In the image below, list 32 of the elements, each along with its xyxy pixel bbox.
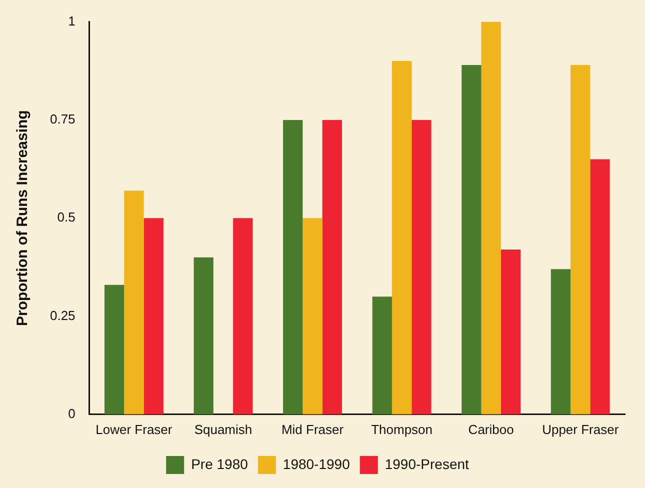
bar xyxy=(283,120,303,414)
bar xyxy=(500,250,521,414)
bar xyxy=(590,159,610,414)
bar xyxy=(302,218,322,414)
bar xyxy=(124,190,144,414)
bar xyxy=(144,218,164,414)
y-axis-title: Proportion of Runs Increasing xyxy=(14,110,32,326)
bar xyxy=(104,284,124,414)
x-tick-label: Cariboo xyxy=(468,422,514,437)
y-tick-label: 1 xyxy=(68,13,76,28)
bar xyxy=(550,269,571,414)
bar xyxy=(322,120,342,414)
bar xyxy=(392,61,412,414)
y-tick-label: 0.75 xyxy=(50,112,76,127)
y-tick-label: 0.5 xyxy=(57,210,76,225)
bar xyxy=(481,22,501,414)
bar xyxy=(233,218,253,414)
legend-label: 1990-Present xyxy=(384,456,470,472)
bar xyxy=(194,257,214,414)
bar xyxy=(570,64,590,414)
x-tick-label: Upper Fraser xyxy=(542,422,620,437)
bar xyxy=(412,120,432,414)
x-tick-label: Squamish xyxy=(194,422,252,437)
bar xyxy=(462,64,482,414)
legend-label: 1980-1990 xyxy=(282,456,350,472)
y-tick-label: 0 xyxy=(68,406,76,421)
y-tick-label: 0.25 xyxy=(50,308,76,323)
legend-label: Pre 1980 xyxy=(191,456,248,472)
x-tick-label: Mid Fraser xyxy=(281,422,344,437)
x-tick-label: Lower Fraser xyxy=(96,422,173,437)
x-tick-label: Thompson xyxy=(371,422,433,437)
bar xyxy=(372,296,392,414)
